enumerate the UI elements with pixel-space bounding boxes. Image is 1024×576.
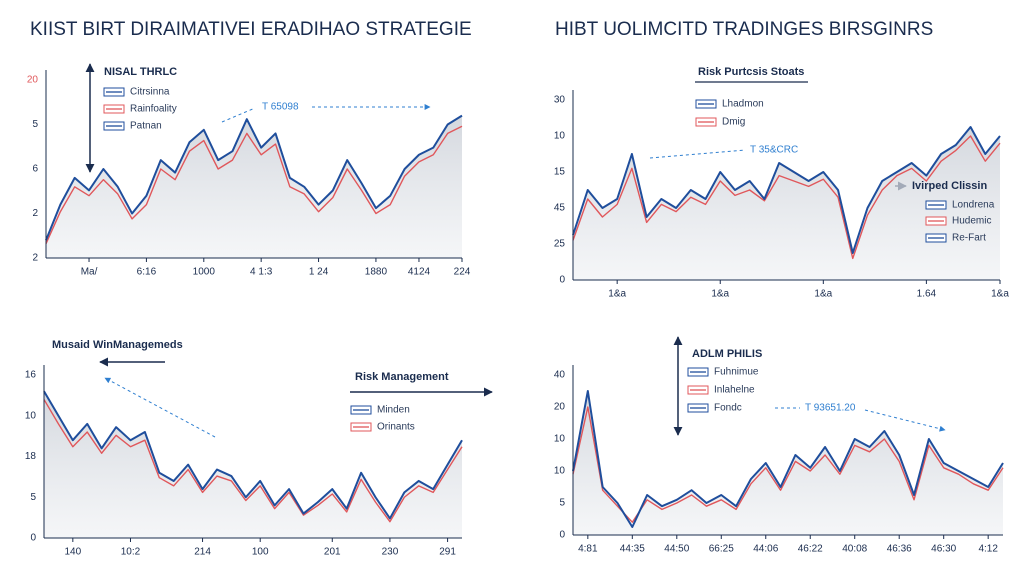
y-tick-label: 40	[554, 370, 566, 381]
x-tick-label: 1&a	[711, 289, 729, 300]
y-tick-label: 10	[554, 131, 566, 142]
dashed-arrow	[104, 377, 216, 438]
area	[46, 115, 462, 258]
x-tick-label: 201	[324, 547, 341, 558]
series-line	[572, 126, 1001, 254]
legend-label: Hudemic	[952, 216, 991, 227]
series-line	[43, 399, 463, 523]
x-tick-label: 44:50	[664, 544, 689, 555]
x-tick-label: 214	[194, 547, 211, 558]
x-tick-label: 10:2	[121, 547, 141, 558]
annotation: T 35&CRC	[750, 145, 798, 156]
chart-title: Musaid WinManagemeds	[52, 339, 183, 351]
x-tick-label: 1000	[193, 267, 216, 278]
y-tick-label: 10	[554, 466, 566, 477]
legend-label: Rainfoality	[130, 104, 177, 115]
series-line	[45, 125, 463, 245]
series-line	[572, 390, 1004, 528]
dashed-arrow	[649, 149, 746, 159]
x-tick-label: 40:08	[842, 544, 867, 555]
legend-label: Dmig	[722, 117, 745, 128]
x-tick-label: 46:36	[887, 544, 912, 555]
x-tick-label: 46:22	[798, 544, 823, 555]
x-tick-label: 291	[439, 547, 456, 558]
y-tick-label: 25	[554, 239, 566, 250]
x-tick-label: 140	[64, 547, 81, 558]
y-tick-label: 20	[554, 402, 566, 413]
x-tick-label: 1&a	[608, 289, 626, 300]
annotation: T 65098	[262, 102, 299, 113]
x-tick-label: 1.64	[917, 289, 937, 300]
series-line	[43, 390, 463, 520]
y-tick-label: 18	[25, 451, 37, 462]
y-tick-label: 45	[554, 203, 566, 214]
legend-label: Lhadmon	[722, 99, 764, 110]
legend-label: Re-Fart	[952, 233, 986, 244]
legend-label: Citrsinna	[130, 87, 170, 98]
y-tick-label: 10	[25, 410, 37, 421]
x-tick-label: Ma/	[81, 267, 98, 278]
x-tick-label: 46:30	[931, 544, 956, 555]
x-tick-label: 6:16	[137, 267, 157, 278]
chart-title: KIIST BIRT DIRAIMATIVEI ERADIHAO STRATEG…	[30, 19, 472, 40]
legend-label: Fuhnimue	[714, 367, 759, 378]
y-tick-label: 16	[25, 370, 37, 381]
legend-label: Londrena	[952, 200, 995, 211]
x-tick-label: 1&a	[814, 289, 832, 300]
y-tick-label: 2	[32, 253, 38, 264]
y-tick-label: 0	[30, 533, 36, 544]
x-tick-label: 1&a	[991, 289, 1009, 300]
legend-title: ADLM PHILIS	[692, 348, 762, 360]
annotation: T 93651.20	[805, 403, 856, 414]
legend-label: Patnan	[130, 121, 162, 132]
legend-label: Inlahelne	[714, 385, 755, 396]
x-tick-label: 230	[382, 547, 399, 558]
x-tick-label: 44:06	[753, 544, 778, 555]
x-tick-label: 4:12	[978, 544, 998, 555]
legend-title: Risk Purtcsis Stoats	[698, 66, 804, 78]
y-tick-label: 15	[554, 167, 566, 178]
x-tick-label: 1 24	[309, 267, 329, 278]
x-tick-label: 1880	[365, 267, 388, 278]
dashed-arrow	[864, 409, 946, 432]
area	[573, 127, 1000, 280]
legend-title: Ivirped Clissin	[912, 180, 987, 192]
x-tick-label: 4 1:3	[250, 267, 273, 278]
x-tick-label: 224	[454, 267, 471, 278]
x-tick-label: 44:35	[620, 544, 645, 555]
series-line	[572, 135, 1001, 260]
x-tick-label: 4:81	[578, 544, 598, 555]
area	[573, 391, 1003, 535]
y-tick-label: 0	[559, 275, 565, 286]
y-tick-label: 20	[27, 75, 39, 86]
x-tick-label: 100	[252, 547, 269, 558]
y-tick-label: 2	[32, 208, 38, 219]
y-tick-label: 5	[30, 492, 36, 503]
legend-title: NISAL THRLC	[104, 66, 177, 78]
y-tick-label: 0	[559, 530, 565, 541]
legend-label: Orinants	[377, 422, 415, 433]
y-tick-label: 30	[554, 95, 566, 106]
legend-title: Risk Management	[355, 371, 449, 383]
x-tick-label: 66:25	[709, 544, 734, 555]
y-tick-label: 10	[554, 434, 566, 445]
chart-title: HIBT UOLIMCITD TRADINGES BIRSGINRS	[555, 19, 933, 40]
y-tick-label: 5	[559, 498, 565, 509]
x-tick-label: 4124	[408, 267, 431, 278]
y-tick-label: 6	[32, 164, 38, 175]
series-line	[45, 114, 463, 241]
area	[44, 391, 462, 538]
legend-label: Minden	[377, 405, 410, 416]
series-line	[572, 406, 1004, 523]
dashed-arrow	[221, 107, 256, 123]
legend-label: Fondc	[714, 403, 742, 414]
y-tick-label: 5	[32, 119, 38, 130]
